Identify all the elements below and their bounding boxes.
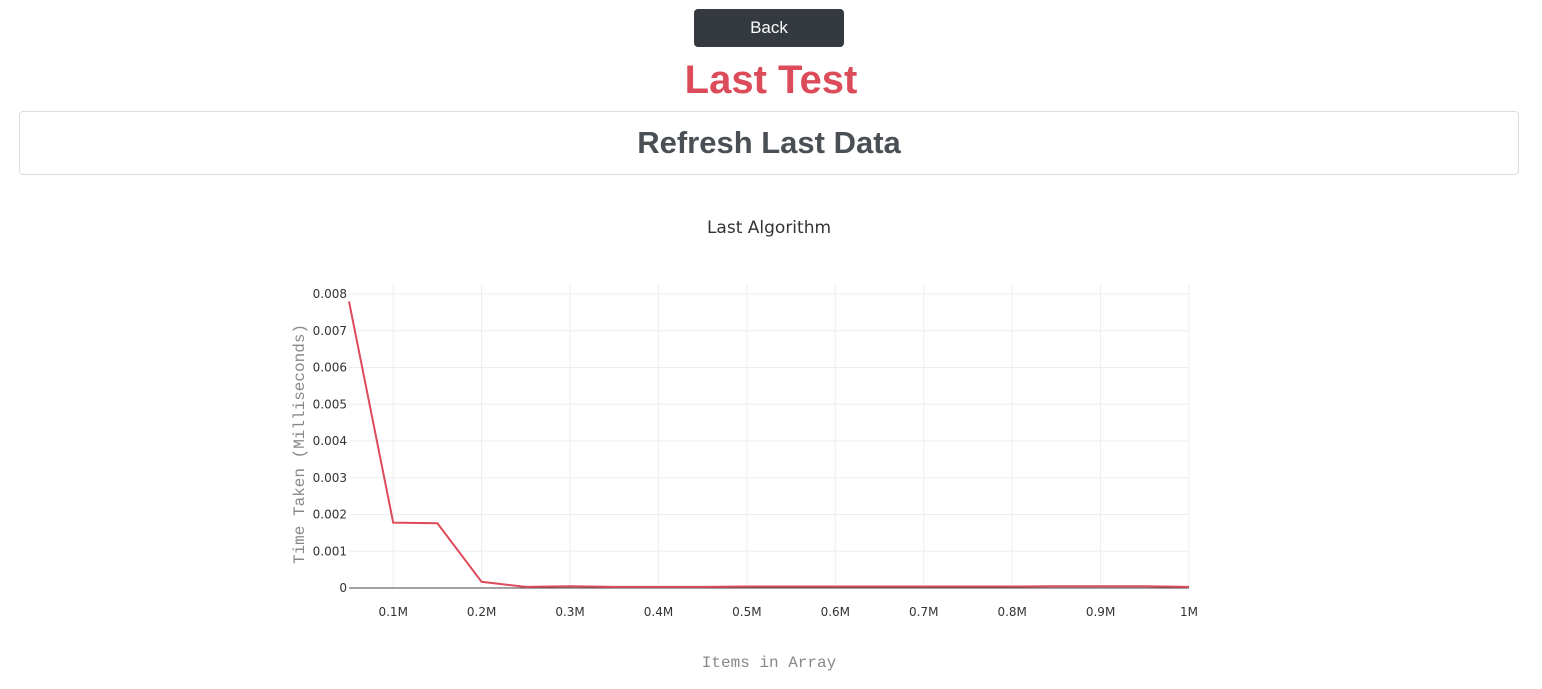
y-tick-label: 0.003 xyxy=(313,471,347,485)
x-tick-label: 1M xyxy=(1180,605,1198,619)
chart-grid xyxy=(349,284,1190,588)
refresh-last-data-button[interactable]: Refresh Last Data xyxy=(19,111,1519,175)
x-axis-ticks: 0.1M 0.2M 0.3M 0.4M 0.5M 0.6M 0.7M 0.8M 0.9M 1M xyxy=(378,605,1198,619)
chart-title: Last Algorithm xyxy=(707,218,831,238)
x-tick-label: 0.7M xyxy=(909,605,938,619)
series-line xyxy=(348,301,1190,588)
back-button[interactable]: Back xyxy=(694,9,844,47)
y-tick-label: 0.005 xyxy=(313,397,347,411)
x-tick-label: 0.6M xyxy=(821,605,850,619)
y-tick-label: 0.001 xyxy=(313,544,347,558)
x-tick-label: 0.4M xyxy=(644,605,673,619)
y-tick-label: 0.002 xyxy=(313,508,347,522)
y-tick-label: 0.004 xyxy=(313,434,347,448)
x-tick-label: 0.8M xyxy=(997,605,1026,619)
y-axis-title: Time Taken (Milliseconds) xyxy=(291,324,309,564)
page-title: Last Test xyxy=(684,58,858,102)
x-tick-label: 0.2M xyxy=(467,605,496,619)
x-tick-label: 0.9M xyxy=(1086,605,1115,619)
y-tick-label: 0.008 xyxy=(313,287,347,301)
y-tick-label: 0 xyxy=(339,581,347,595)
x-tick-label: 0.3M xyxy=(555,605,584,619)
y-tick-label: 0.007 xyxy=(313,324,347,338)
y-axis-ticks: 0 0.001 0.002 0.003 0.004 0.005 0.006 0.007 0.00… xyxy=(313,287,347,595)
x-axis-title: Items in Array xyxy=(702,654,837,672)
x-tick-label: 0.5M xyxy=(732,605,761,619)
refresh-label: Refresh Last Data xyxy=(637,125,901,160)
y-tick-label: 0.006 xyxy=(313,361,347,375)
x-tick-label: 0.1M xyxy=(378,605,407,619)
